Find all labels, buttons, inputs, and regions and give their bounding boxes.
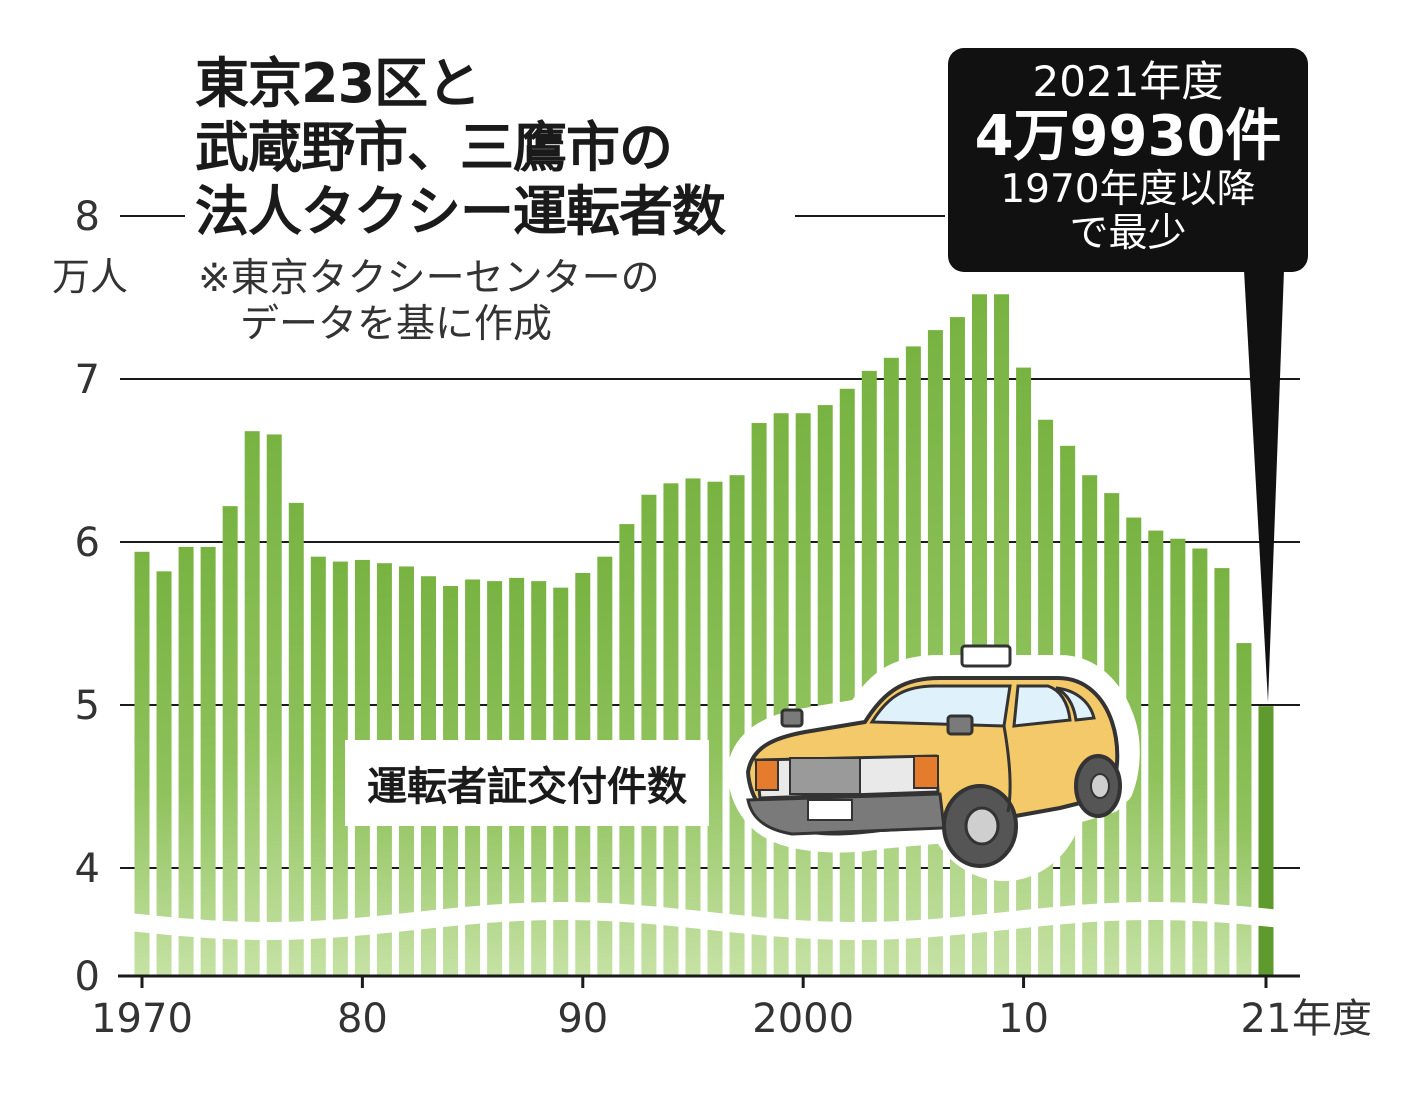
axis-break-band (120, 902, 1300, 940)
axes: 0 4 5 6 7 8 1970 80 90 2000 10 21 年度 (75, 194, 1372, 1042)
bar-1975 (244, 431, 260, 976)
callout-year: 2021年度 (1032, 57, 1224, 106)
bar-2000 (795, 413, 811, 977)
source-note: ※東京タクシーセンターの データを基に作成 (198, 256, 660, 348)
chart-title: 東京23区と 武蔵野市、三鷹市の 法人タクシー運転者数 (195, 52, 726, 244)
legend-label: 運転者証交付件数 (345, 740, 709, 826)
callout-note-1: 1970年度以降 (1000, 167, 1256, 212)
x-tick-label: 10 (998, 996, 1049, 1042)
y-tick-label: 6 (75, 520, 100, 566)
y-tick-label: 5 (75, 683, 100, 729)
title-line-3: 法人タクシー運転者数 (195, 180, 726, 243)
y-tick-label: 8 (75, 194, 100, 240)
title-line-2: 武蔵野市、三鷹市の (195, 116, 673, 179)
bars (134, 294, 1274, 977)
bar-1976 (266, 434, 282, 976)
bar-2021 (1258, 706, 1274, 976)
bar-2019 (1214, 568, 1230, 976)
x-tick-label: 90 (557, 996, 608, 1042)
x-unit-label: 年度 (1292, 996, 1372, 1042)
bar-1999 (773, 413, 789, 977)
bar-2018 (1192, 548, 1208, 976)
bar-1995 (685, 478, 701, 976)
bar-1977 (288, 502, 304, 976)
y-tick-label: 7 (75, 357, 100, 403)
y-unit-label: 万人 (52, 255, 129, 299)
bar-1994 (663, 483, 679, 976)
bar-1979 (332, 561, 348, 976)
axis-break (120, 902, 1300, 940)
bar-1970 (134, 551, 150, 976)
bar-1972 (178, 546, 194, 976)
bar-2001 (817, 405, 833, 977)
bar-1974 (222, 506, 238, 976)
y-tick-label: 0 (75, 954, 100, 1000)
y-tick-label: 4 (75, 846, 100, 892)
note-line-2: データを基に作成 (240, 302, 553, 347)
bar-2017 (1170, 538, 1186, 976)
bar-1978 (310, 556, 326, 976)
bar-1973 (200, 546, 216, 976)
bar-1971 (156, 571, 172, 976)
note-line-1: ※東京タクシーセンターの (198, 256, 660, 301)
bar-2016 (1148, 530, 1164, 976)
bar-1997 (729, 475, 745, 976)
bar-2002 (839, 388, 855, 976)
x-tick-label: 21 (1241, 996, 1292, 1042)
taxi-illustration (727, 644, 1140, 882)
x-tick-label: 80 (337, 996, 388, 1042)
bar-2003 (861, 370, 877, 977)
callout-box: 2021年度 4万9930件 1970年度以降 で最少 (948, 48, 1308, 272)
bar-1993 (641, 494, 657, 976)
bar-1996 (707, 481, 723, 976)
callout-value: 4万9930件 (974, 104, 1282, 169)
callout-pointer (1244, 270, 1284, 703)
callout-note-2: で最少 (1069, 211, 1187, 256)
bar-1998 (751, 423, 767, 976)
bar-2020 (1236, 643, 1252, 976)
title-line-1: 東京23区と (195, 52, 481, 115)
x-tick-label: 2000 (752, 996, 854, 1042)
bar-2006 (927, 330, 943, 977)
x-tick-label: 1970 (91, 996, 193, 1042)
